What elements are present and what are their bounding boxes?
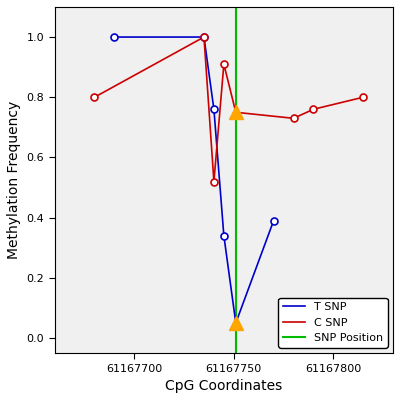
X-axis label: CpG Coordinates: CpG Coordinates <box>165 379 282 393</box>
Legend: T SNP, C SNP, SNP Position: T SNP, C SNP, SNP Position <box>278 298 388 348</box>
Y-axis label: Methylation Frequency: Methylation Frequency <box>7 101 21 259</box>
